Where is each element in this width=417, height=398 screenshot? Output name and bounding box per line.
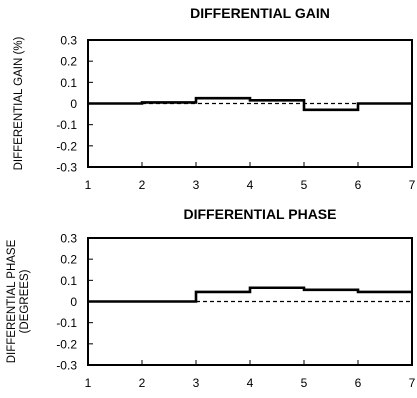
plot-frame [87, 237, 413, 366]
x-tick-label: 2 [139, 178, 146, 192]
series-step-line [88, 96, 412, 112]
x-tick-label: 4 [247, 376, 254, 390]
y-axis-label: DIFFERENTIAL GAIN (%) [13, 36, 25, 170]
x-tick-label: 5 [301, 178, 308, 192]
chart-title: DIFFERENTIAL PHASE [184, 206, 337, 222]
y-tick-label: 0 [70, 97, 77, 111]
x-tick-label: 7 [409, 178, 416, 192]
y-tick-label: -0.2 [56, 139, 77, 153]
y-tick-label: 0.1 [60, 76, 77, 90]
x-tick-label: 4 [247, 178, 254, 192]
y-axis-label: (DEGREES) [19, 269, 31, 333]
y-tick-label: 0.2 [60, 253, 77, 267]
y-tick-label: -0.2 [56, 337, 77, 351]
y-axis-label: DIFFERENTIAL PHASE [6, 239, 18, 363]
x-tick-label: 6 [355, 376, 362, 390]
y-tick-label: 0.3 [60, 34, 77, 48]
x-tick-label: 7 [409, 376, 416, 390]
y-tick-label: 0 [70, 295, 77, 309]
x-tick-label: 3 [193, 178, 200, 192]
x-tick-label: 1 [85, 178, 92, 192]
plot-frame [87, 39, 413, 168]
x-tick-label: 3 [193, 376, 200, 390]
y-tick-label: -0.3 [56, 359, 77, 373]
x-tick-label: 2 [139, 376, 146, 390]
y-tick-label: 0.1 [60, 274, 77, 288]
x-tick-label: 6 [355, 178, 362, 192]
x-tick-label: 1 [85, 376, 92, 390]
y-tick-label: -0.1 [56, 118, 77, 132]
y-tick-label: 0.2 [60, 55, 77, 69]
y-tick-label: -0.1 [56, 316, 77, 330]
series-step-line [88, 286, 412, 303]
y-tick-label: 0.3 [60, 232, 77, 246]
chart-title: DIFFERENTIAL GAIN [190, 5, 330, 21]
y-tick-label: -0.3 [56, 161, 77, 175]
x-tick-label: 5 [301, 376, 308, 390]
